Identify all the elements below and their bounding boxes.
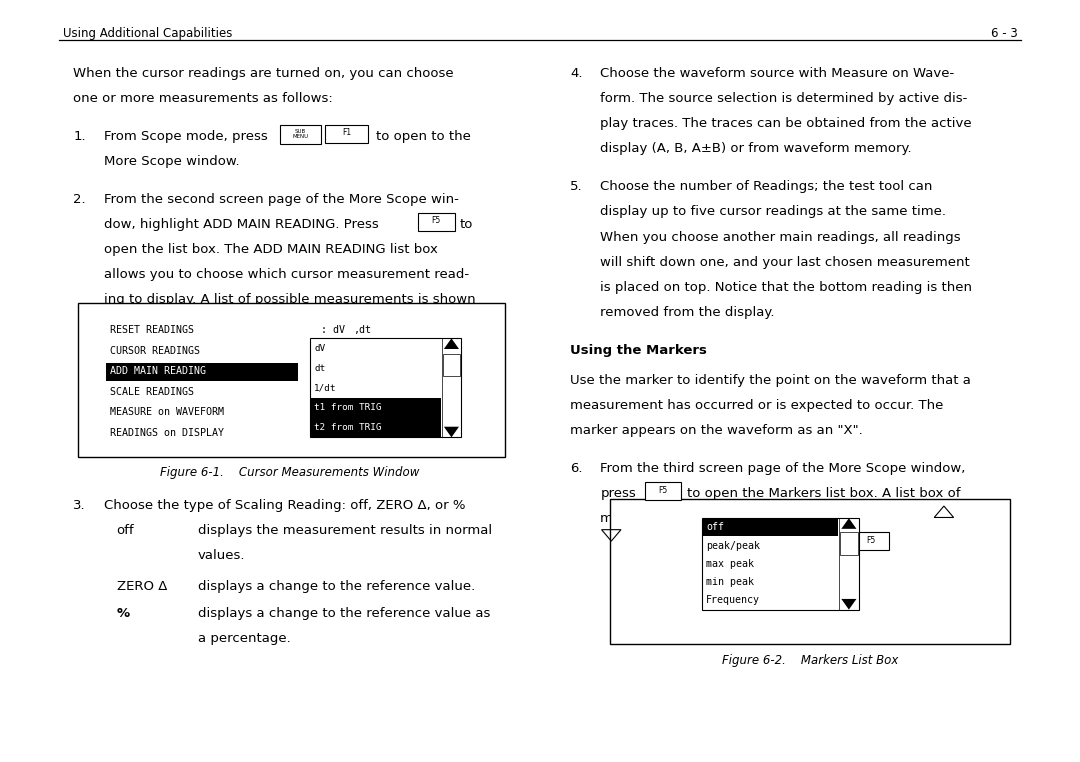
Text: play traces. The traces can be obtained from the active: play traces. The traces can be obtained … [600,117,972,130]
Text: From the third screen page of the More Scope window,: From the third screen page of the More S… [600,462,966,475]
Text: Figure 6-1.    Cursor Measurements Window: Figure 6-1. Cursor Measurements Window [160,466,419,479]
Text: to open the Markers list box. A list box of: to open the Markers list box. A list box… [687,487,960,500]
Text: removed from the display.: removed from the display. [600,306,775,319]
Text: t1 from TRIG: t1 from TRIG [314,403,382,412]
Text: displays a change to the reference value as: displays a change to the reference value… [198,607,490,620]
Text: markers in use is shown in Figure 6-2. Use: markers in use is shown in Figure 6-2. U… [600,512,881,525]
Text: to: to [460,218,473,231]
FancyBboxPatch shape [280,124,321,145]
Text: a percentage.: a percentage. [198,632,291,645]
Polygon shape [841,518,856,529]
Text: ADD MAIN READING: ADD MAIN READING [110,366,206,376]
Text: SUB
MENU: SUB MENU [293,129,308,139]
Bar [311,398,441,418]
Text: dt: dt [314,363,325,373]
Text: 5.: 5. [570,181,583,194]
Text: ,dt: ,dt [354,325,373,335]
Text: 3.: 3. [73,499,86,512]
Text: MEASURE on WAVEFORM: MEASURE on WAVEFORM [110,407,225,418]
Text: F5: F5 [659,485,667,495]
Bar [610,499,1010,644]
Text: Use the marker to identify the point on the waveform that a: Use the marker to identify the point on … [570,374,971,387]
Polygon shape [444,338,459,349]
Text: in Figure 6-1.: in Figure 6-1. [104,319,191,331]
Text: 1.: 1. [73,130,86,143]
FancyBboxPatch shape [325,124,368,143]
Bar [310,338,461,437]
Text: to choose the marker. Press: to choose the marker. Press [626,537,811,550]
Text: Using the Markers: Using the Markers [570,344,707,357]
FancyBboxPatch shape [852,532,889,550]
Text: to open to the: to open to the [376,130,471,143]
Text: F1: F1 [342,129,351,137]
Bar [311,418,441,437]
Bar [702,518,859,610]
Text: From the second screen page of the More Scope win-: From the second screen page of the More … [104,193,459,206]
Text: Using Additional Capabilities: Using Additional Capabilities [63,27,232,40]
Text: 4.: 4. [570,67,583,80]
Text: When the cursor readings are turned on, you can choose: When the cursor readings are turned on, … [73,67,454,80]
Text: or: or [958,512,972,525]
Text: Figure 6-2.    Markers List Box: Figure 6-2. Markers List Box [721,654,899,667]
Text: off: off [117,524,134,537]
Text: dV: dV [314,344,325,353]
Text: READINGS on DISPLAY: READINGS on DISPLAY [110,427,225,438]
Text: form. The source selection is determined by active dis-: form. The source selection is determined… [600,92,968,105]
Text: When you choose another main readings, all readings: When you choose another main readings, a… [600,231,961,244]
Bar [443,354,460,376]
Text: F5: F5 [866,536,875,545]
Text: open the list box. The ADD MAIN READING list box: open the list box. The ADD MAIN READING … [104,243,437,256]
Text: dow, highlight ADD MAIN READING. Press: dow, highlight ADD MAIN READING. Press [104,218,378,231]
Text: allows you to choose which cursor measurement read-: allows you to choose which cursor measur… [104,268,469,281]
Bar [840,532,858,555]
Text: Choose the type of Scaling Reading: off, ZERO Δ, or %: Choose the type of Scaling Reading: off,… [104,499,465,512]
Text: CURSOR READINGS: CURSOR READINGS [110,345,200,356]
Text: 6.: 6. [570,462,583,475]
Text: ZERO Δ: ZERO Δ [117,580,167,593]
Polygon shape [444,427,459,437]
Text: values.: values. [198,549,245,562]
Text: displays a change to the reference value.: displays a change to the reference value… [198,580,475,593]
Text: display up to five cursor readings at the same time.: display up to five cursor readings at th… [600,206,946,219]
Text: Choose the number of Readings; the test tool can: Choose the number of Readings; the test … [600,181,933,194]
Text: RESET READINGS: RESET READINGS [110,325,194,335]
Text: is placed on top. Notice that the bottom reading is then: is placed on top. Notice that the bottom… [600,281,972,294]
Text: off: off [706,522,725,533]
Text: : dV: : dV [321,325,345,335]
FancyBboxPatch shape [418,213,455,231]
Text: one or more measurements as follows:: one or more measurements as follows: [73,92,334,105]
Text: press: press [600,487,636,500]
Text: SCALE READINGS: SCALE READINGS [110,386,194,397]
Polygon shape [841,599,856,610]
Text: ing to display. A list of possible measurements is shown: ing to display. A list of possible measu… [104,293,475,306]
Text: F5: F5 [432,216,441,226]
Bar [703,518,838,536]
Bar [106,363,298,381]
Text: 2.: 2. [73,193,86,206]
Text: 1/dt: 1/dt [314,383,337,392]
Text: max peak: max peak [706,559,754,569]
Text: to select.: to select. [894,537,956,550]
Text: More Scope window.: More Scope window. [104,155,240,168]
Text: From Scope mode, press: From Scope mode, press [104,130,268,143]
Text: 6 - 3: 6 - 3 [990,27,1017,40]
Text: peak/peak: peak/peak [706,540,760,551]
Text: t2 from TRIG: t2 from TRIG [314,423,382,432]
Text: displays the measurement results in normal: displays the measurement results in norm… [198,524,491,537]
Text: marker appears on the waveform as an "X".: marker appears on the waveform as an "X"… [570,424,863,437]
Text: will shift down one, and your last chosen measurement: will shift down one, and your last chose… [600,256,970,269]
Bar [78,303,505,457]
Text: display (A, B, A±B) or from waveform memory.: display (A, B, A±B) or from waveform mem… [600,142,913,155]
Text: measurement has occurred or is expected to occur. The: measurement has occurred or is expected … [570,399,944,412]
Text: %: % [117,607,130,620]
FancyBboxPatch shape [645,482,681,500]
Text: min peak: min peak [706,577,754,588]
Text: Frequency: Frequency [706,595,760,606]
Text: Choose the waveform source with Measure on Wave-: Choose the waveform source with Measure … [600,67,955,80]
